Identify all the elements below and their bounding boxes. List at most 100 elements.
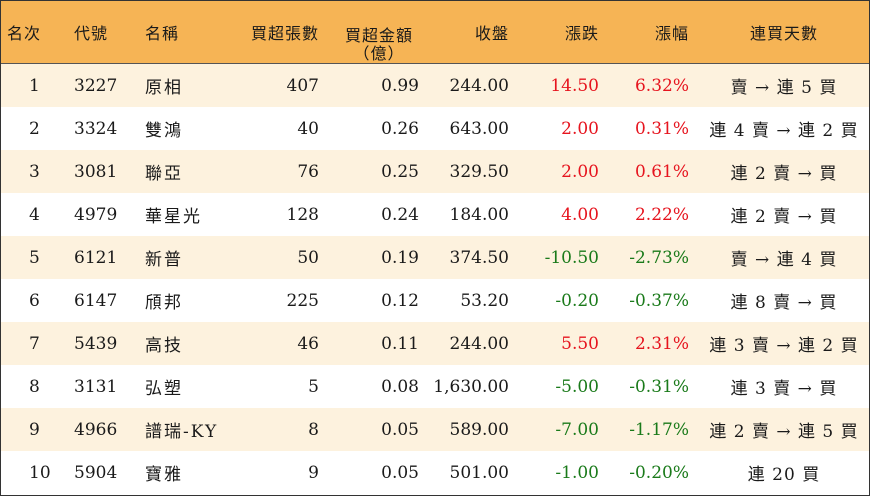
cell-name: 寶雅 bbox=[145, 465, 183, 485]
table-row: 5 6121 新普 50 0.19 374.50 -10.50 -2.73% 賣 → 連 4 買 bbox=[1, 236, 869, 279]
cell-change-pct: -0.20% bbox=[629, 462, 689, 483]
table-header: 名次 代號 名稱 買超張數 買超金額 （億） 收盤 漲跌 漲幅 連買天數 bbox=[1, 1, 869, 64]
header-code: 代號 bbox=[74, 24, 109, 43]
cell-streak: 賣 → 連 5 買 bbox=[730, 78, 838, 98]
cell-close: 1,630.00 bbox=[433, 376, 509, 397]
cell-close: 329.50 bbox=[449, 161, 509, 182]
cell-rank: 7 bbox=[29, 333, 40, 354]
cell-net-buy-lots: 407 bbox=[286, 75, 319, 96]
cell-change-pct: 2.31% bbox=[634, 333, 689, 354]
cell-change: 14.50 bbox=[550, 75, 599, 96]
cell-change-pct: 2.22% bbox=[634, 204, 689, 225]
cell-close: 589.00 bbox=[449, 419, 509, 440]
cell-change-pct: -1.17% bbox=[629, 419, 689, 440]
table-row: 6 6147 頎邦 225 0.12 53.20 -0.20 -0.37% 連 8 賣 → 買 bbox=[1, 279, 869, 322]
cell-net-buy-amount: 0.99 bbox=[381, 75, 419, 96]
cell-rank: 8 bbox=[29, 376, 40, 397]
table-row: 10 5904 寶雅 9 0.05 501.00 -1.00 -0.20% 連 20 買 bbox=[1, 451, 869, 494]
cell-code: 5439 bbox=[74, 333, 118, 354]
cell-change-pct: -0.37% bbox=[629, 290, 689, 311]
header-close: 收盤 bbox=[474, 24, 509, 43]
header-net-buy-amount-title: 買超金額 bbox=[344, 26, 413, 45]
cell-close: 643.00 bbox=[449, 118, 509, 139]
cell-streak: 連 2 賣 → 連 5 買 bbox=[709, 422, 859, 442]
header-name: 名稱 bbox=[145, 24, 180, 43]
cell-rank: 6 bbox=[29, 290, 40, 311]
cell-code: 6147 bbox=[74, 290, 118, 311]
cell-name: 聯亞 bbox=[145, 164, 183, 184]
cell-change-pct: 6.32% bbox=[634, 75, 689, 96]
cell-name: 原相 bbox=[145, 78, 183, 98]
cell-name: 雙鴻 bbox=[145, 121, 183, 141]
table-row: 9 4966 譜瑞-KY 8 0.05 589.00 -7.00 -1.17% 連 2 賣 → … bbox=[1, 408, 869, 451]
cell-change: -0.20 bbox=[555, 290, 599, 311]
cell-code: 4966 bbox=[74, 419, 118, 440]
cell-rank: 9 bbox=[29, 419, 40, 440]
table-row: 7 5439 高技 46 0.11 244.00 5.50 2.31% 連 3 賣 → 連 2 … bbox=[1, 322, 869, 365]
cell-rank: 10 bbox=[29, 462, 51, 483]
cell-net-buy-amount: 0.08 bbox=[381, 376, 419, 397]
cell-name: 頎邦 bbox=[145, 293, 183, 313]
cell-streak: 連 8 賣 → 買 bbox=[730, 293, 838, 313]
cell-streak: 連 3 賣 → 買 bbox=[730, 379, 838, 399]
cell-net-buy-lots: 128 bbox=[286, 204, 319, 225]
cell-net-buy-amount: 0.24 bbox=[381, 204, 419, 225]
header-streak: 連買天數 bbox=[749, 24, 818, 43]
cell-rank: 4 bbox=[29, 204, 40, 225]
header-net-buy-lots: 買超張數 bbox=[250, 24, 319, 43]
cell-streak: 連 2 賣 → 買 bbox=[730, 164, 838, 184]
cell-close: 501.00 bbox=[449, 462, 509, 483]
cell-change: 2.00 bbox=[561, 161, 599, 182]
cell-close: 184.00 bbox=[449, 204, 509, 225]
cell-close: 53.20 bbox=[460, 290, 509, 311]
cell-name: 華星光 bbox=[145, 207, 202, 227]
cell-net-buy-lots: 46 bbox=[297, 333, 319, 354]
cell-streak: 賣 → 連 4 買 bbox=[730, 250, 838, 270]
cell-change-pct: 0.31% bbox=[634, 118, 689, 139]
cell-rank: 1 bbox=[29, 75, 40, 96]
table-row: 8 3131 弘塑 5 0.08 1,630.00 -5.00 -0.31% 連 3 賣 → 買 bbox=[1, 365, 869, 408]
cell-change: 5.50 bbox=[561, 333, 599, 354]
cell-change: -5.00 bbox=[555, 376, 599, 397]
cell-close: 244.00 bbox=[449, 333, 509, 354]
table-row: 4 4979 華星光 128 0.24 184.00 4.00 2.22% 連 2 賣 → 買 bbox=[1, 193, 869, 236]
cell-rank: 5 bbox=[29, 247, 40, 268]
header-net-buy-amount: 買超金額 （億） bbox=[339, 1, 419, 63]
table-row: 3 3081 聯亞 76 0.25 329.50 2.00 0.61% 連 2 賣 → 買 bbox=[1, 150, 869, 193]
cell-change-pct: 0.61% bbox=[634, 161, 689, 182]
cell-close: 374.50 bbox=[449, 247, 509, 268]
cell-net-buy-lots: 40 bbox=[297, 118, 319, 139]
cell-code: 4979 bbox=[74, 204, 118, 225]
cell-net-buy-amount: 0.05 bbox=[381, 419, 419, 440]
cell-name: 弘塑 bbox=[145, 379, 183, 399]
cell-change: -10.50 bbox=[544, 247, 599, 268]
cell-name: 新普 bbox=[145, 250, 183, 270]
cell-net-buy-amount: 0.26 bbox=[381, 118, 419, 139]
cell-streak: 連 4 賣 → 連 2 買 bbox=[709, 121, 859, 141]
cell-net-buy-lots: 5 bbox=[308, 376, 319, 397]
cell-code: 3227 bbox=[74, 75, 118, 96]
cell-net-buy-amount: 0.05 bbox=[381, 462, 419, 483]
cell-net-buy-lots: 8 bbox=[308, 419, 319, 440]
table-row: 2 3324 雙鴻 40 0.26 643.00 2.00 0.31% 連 4 賣 → 連 2 … bbox=[1, 107, 869, 150]
cell-name: 譜瑞-KY bbox=[145, 422, 219, 442]
cell-net-buy-amount: 0.19 bbox=[381, 247, 419, 268]
cell-code: 3081 bbox=[74, 161, 118, 182]
cell-streak: 連 3 賣 → 連 2 買 bbox=[709, 336, 859, 356]
cell-change-pct: -2.73% bbox=[629, 247, 689, 268]
cell-net-buy-amount: 0.12 bbox=[381, 290, 419, 311]
cell-net-buy-lots: 76 bbox=[297, 161, 319, 182]
cell-code: 5904 bbox=[74, 462, 118, 483]
cell-change: 2.00 bbox=[561, 118, 599, 139]
cell-name: 高技 bbox=[145, 336, 183, 356]
cell-code: 3324 bbox=[74, 118, 118, 139]
header-rank: 名次 bbox=[7, 24, 42, 43]
cell-net-buy-lots: 225 bbox=[286, 290, 319, 311]
table-row: 1 3227 原相 407 0.99 244.00 14.50 6.32% 賣 → 連 5 買 bbox=[1, 64, 869, 107]
cell-net-buy-amount: 0.25 bbox=[381, 161, 419, 182]
header-change: 漲跌 bbox=[564, 24, 599, 43]
cell-change: 4.00 bbox=[561, 204, 599, 225]
cell-change-pct: -0.31% bbox=[629, 376, 689, 397]
cell-rank: 3 bbox=[29, 161, 40, 182]
